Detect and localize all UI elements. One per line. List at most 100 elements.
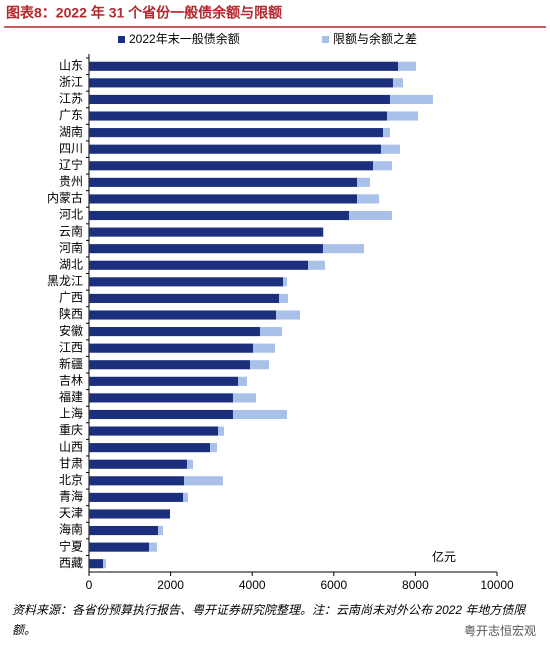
bar-segment bbox=[89, 492, 184, 502]
y-tick-label: 广西 bbox=[59, 291, 83, 305]
bar-segment bbox=[89, 260, 309, 270]
x-tick-label: 0 bbox=[86, 578, 93, 592]
bar-segment bbox=[89, 144, 382, 154]
source-note: 资料来源：各省份预算执行报告、粤开证券研究院整理。注：云南尚未对外公布 2022… bbox=[12, 603, 526, 637]
bar-segment bbox=[149, 542, 158, 552]
bar-segment bbox=[89, 244, 323, 254]
bar-segment bbox=[187, 459, 193, 469]
unit-label: 亿元 bbox=[432, 549, 456, 564]
bar-segment bbox=[89, 128, 384, 138]
bar-segment bbox=[279, 293, 288, 303]
bar-segment bbox=[232, 393, 256, 403]
y-tick-label: 辽宁 bbox=[59, 157, 83, 172]
y-tick-label: 安徽 bbox=[59, 323, 83, 338]
bar-segment bbox=[249, 360, 270, 370]
y-tick-label: 陕西 bbox=[59, 306, 83, 321]
bar-segment bbox=[238, 376, 248, 386]
y-tick-label: 河南 bbox=[59, 240, 83, 255]
bar-segment bbox=[357, 177, 370, 187]
bar-segment bbox=[89, 525, 158, 536]
y-tick-label: 福建 bbox=[59, 389, 83, 404]
bar-segment bbox=[89, 426, 219, 436]
bar-segment bbox=[89, 376, 239, 386]
bar-segment bbox=[232, 409, 288, 420]
bar-segment bbox=[283, 277, 288, 287]
bar-segment bbox=[89, 327, 260, 337]
bar-segment bbox=[89, 459, 188, 469]
y-tick-label: 新疆 bbox=[59, 356, 83, 371]
bar-segment bbox=[89, 277, 284, 287]
y-tick-label: 重庆 bbox=[59, 423, 83, 437]
x-tick-label: 10000 bbox=[480, 578, 514, 592]
bar-segment bbox=[89, 227, 323, 237]
bar-segment bbox=[357, 194, 380, 204]
bar-segment bbox=[89, 409, 233, 420]
x-tick-label: 8000 bbox=[402, 578, 429, 592]
bar-segment bbox=[89, 343, 254, 353]
bar-segment bbox=[89, 78, 394, 88]
bar-segment bbox=[89, 310, 276, 320]
y-tick-label: 黑龙江 bbox=[47, 274, 83, 288]
y-tick-label: 上海 bbox=[59, 406, 83, 421]
y-tick-label: 广东 bbox=[59, 108, 83, 122]
y-tick-label: 西藏 bbox=[59, 556, 83, 570]
bar-segment bbox=[89, 443, 211, 453]
y-tick-label: 宁夏 bbox=[59, 538, 83, 553]
bar-segment bbox=[387, 111, 419, 121]
y-tick-label: 江苏 bbox=[59, 92, 83, 106]
bar-segment bbox=[183, 492, 188, 502]
y-tick-label: 甘肃 bbox=[59, 456, 83, 470]
bar-segment bbox=[373, 161, 392, 171]
bar-segment bbox=[398, 61, 417, 71]
bar-segment bbox=[102, 559, 107, 569]
legend-swatch bbox=[322, 36, 329, 43]
x-tick-label: 2000 bbox=[157, 578, 184, 592]
bar-segment bbox=[89, 393, 233, 403]
y-tick-label: 江西 bbox=[59, 340, 83, 354]
bar-segment bbox=[89, 94, 390, 105]
bar-segment bbox=[157, 525, 164, 536]
bar-segment bbox=[89, 509, 170, 519]
y-tick-label: 湖北 bbox=[59, 256, 83, 271]
legend-swatch bbox=[118, 36, 125, 43]
bar-segment bbox=[89, 194, 358, 204]
bar-segment bbox=[259, 327, 282, 337]
y-tick-label: 天津 bbox=[59, 506, 83, 520]
bar-segment bbox=[89, 293, 280, 303]
bar-segment bbox=[89, 210, 350, 221]
legend-label: 2022年末一般债余额 bbox=[129, 31, 240, 46]
bar-segment bbox=[322, 227, 324, 237]
y-tick-label: 吉林 bbox=[59, 373, 83, 387]
bar-segment bbox=[383, 128, 390, 138]
y-tick-label: 山东 bbox=[59, 58, 83, 72]
bar-segment bbox=[89, 360, 250, 370]
bar-segment bbox=[275, 310, 301, 320]
bar-segment bbox=[89, 161, 374, 171]
y-tick-label: 北京 bbox=[59, 473, 83, 487]
bar-segment bbox=[89, 111, 388, 121]
bar-segment bbox=[89, 542, 150, 552]
bar-segment bbox=[89, 559, 103, 569]
y-tick-label: 贵州 bbox=[59, 175, 83, 189]
bar-segment bbox=[381, 144, 401, 154]
chart: 图表8：2022 年 31 个省份一般债余额与限额 亿元 2022年末一般债余额… bbox=[4, 5, 546, 592]
y-tick-label: 云南 bbox=[59, 223, 83, 238]
bar-segment bbox=[393, 78, 403, 88]
y-tick-label: 海南 bbox=[59, 522, 83, 537]
y-tick-label: 湖南 bbox=[59, 124, 83, 139]
y-tick-label: 河北 bbox=[59, 208, 83, 222]
bar-segment bbox=[89, 61, 399, 71]
x-tick-label: 6000 bbox=[320, 578, 347, 592]
bar-segment bbox=[183, 476, 223, 486]
bar-segment bbox=[253, 343, 276, 353]
bar-segment bbox=[218, 426, 225, 436]
watermark: 粤开志恒宏观 bbox=[463, 624, 536, 638]
y-tick-label: 四川 bbox=[59, 141, 83, 155]
bar-segment bbox=[389, 94, 433, 105]
x-tick-label: 4000 bbox=[239, 578, 266, 592]
bar-segment bbox=[210, 443, 217, 453]
chart-title: 图表8：2022 年 31 个省份一般债余额与限额 bbox=[6, 5, 282, 21]
legend-label: 限额与余额之差 bbox=[333, 31, 417, 46]
y-tick-label: 内蒙古 bbox=[47, 190, 83, 205]
